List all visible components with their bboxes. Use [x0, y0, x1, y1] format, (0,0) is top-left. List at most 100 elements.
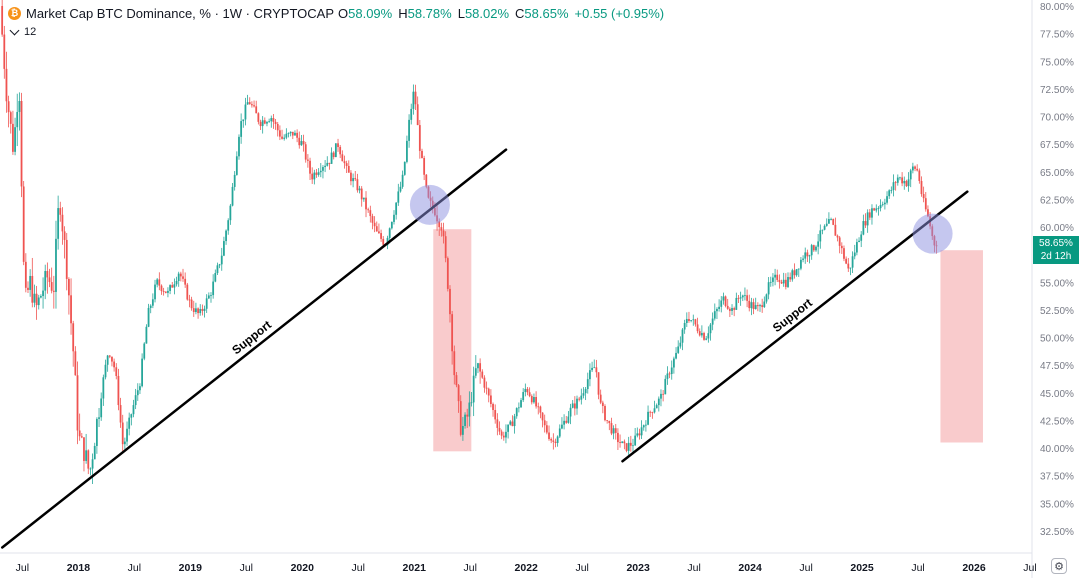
candle-body	[541, 412, 544, 421]
candle-body	[207, 295, 210, 299]
candle-body	[309, 160, 311, 174]
candle-body	[35, 293, 38, 306]
candle-body	[589, 370, 591, 380]
candle-body	[382, 238, 385, 245]
support-trendline[interactable]	[621, 190, 969, 463]
candle-body	[655, 405, 658, 409]
candle-body	[556, 436, 559, 443]
candle-body	[806, 252, 809, 257]
candle-body	[102, 377, 105, 399]
candle-body	[31, 275, 34, 303]
candle-body	[27, 287, 29, 290]
candle-body	[276, 123, 279, 131]
candle-body	[489, 395, 492, 404]
candle-body	[341, 154, 344, 162]
candle-body	[582, 393, 585, 396]
candle-body	[830, 219, 832, 220]
y-tick-label: 35.00%	[1040, 499, 1074, 510]
candle-body	[918, 170, 921, 181]
y-tick-label: 50.00%	[1040, 334, 1074, 345]
ohlc-open-value: 58.09%	[348, 5, 393, 21]
candle-body	[141, 358, 143, 387]
candle-body	[466, 414, 469, 417]
candle-body	[416, 104, 419, 126]
candle-body	[319, 170, 322, 173]
candle-body	[520, 400, 522, 408]
candle-body	[334, 143, 337, 158]
candle-body	[263, 120, 266, 124]
y-tick-label: 52.50%	[1040, 306, 1074, 317]
candle-body	[597, 372, 600, 395]
candle-body	[294, 132, 296, 136]
x-tick-label: 2021	[403, 562, 427, 574]
candle-body	[306, 159, 309, 161]
candle-body	[227, 220, 230, 231]
candle-body	[139, 386, 141, 391]
candle-body	[567, 416, 570, 423]
candle-body	[860, 234, 863, 241]
candle-body	[496, 419, 499, 428]
candle-body	[608, 420, 611, 424]
candle-body	[881, 204, 884, 206]
candle-body	[160, 285, 163, 292]
candle-body	[330, 152, 333, 164]
candle-body	[569, 407, 572, 417]
candle-body	[817, 241, 820, 247]
candle-body	[539, 406, 542, 413]
y-tick-label: 42.50%	[1040, 416, 1074, 427]
candle-body	[914, 166, 916, 169]
candle-body	[905, 180, 908, 187]
candle-body	[595, 367, 598, 373]
settings-icon[interactable]: ⚙	[1051, 558, 1067, 574]
candle-body	[257, 113, 260, 122]
candle-body	[212, 281, 215, 296]
candle-body	[74, 351, 77, 376]
candle-body	[354, 178, 357, 180]
candle-body	[317, 172, 320, 175]
candle-body	[901, 177, 904, 184]
candle-body	[414, 91, 417, 105]
candle-body	[345, 163, 348, 166]
candle-body	[896, 177, 899, 183]
candle-body	[203, 308, 206, 311]
x-tick-label: 2022	[515, 562, 539, 574]
symbol-title[interactable]: Market Cap BTC Dominance, % · 1W · CRYPT…	[26, 5, 334, 21]
candle-body	[782, 279, 785, 284]
x-tick-label: 2024	[738, 562, 762, 574]
candle-body	[858, 240, 860, 243]
candle-body	[85, 450, 88, 461]
candle-body	[789, 277, 792, 280]
candle-body	[610, 423, 613, 434]
candle-body	[67, 278, 70, 296]
candle-body	[892, 182, 895, 191]
candle-body	[438, 221, 441, 228]
candle-body	[731, 308, 733, 311]
current-price-value: 58.65%	[1039, 238, 1073, 249]
candle-body	[451, 314, 454, 352]
candle-body	[481, 371, 484, 378]
candle-body	[533, 397, 535, 403]
candle-body	[623, 441, 626, 444]
candle-body	[40, 296, 42, 298]
candle-body	[894, 182, 897, 184]
candle-body	[173, 284, 176, 288]
candle-body	[408, 119, 410, 141]
candle-body	[679, 342, 682, 347]
candle-body	[537, 406, 540, 408]
candle-body	[231, 186, 234, 206]
candle-body	[576, 398, 578, 409]
candle-body	[871, 208, 873, 218]
indicator-legend[interactable]: 12	[9, 25, 36, 38]
candle-body	[705, 338, 708, 340]
candle-body	[162, 291, 165, 292]
candle-body	[24, 261, 27, 288]
candle-body	[479, 363, 482, 372]
candle-body	[739, 297, 742, 299]
candle-body	[386, 237, 389, 246]
candle-body	[218, 264, 221, 266]
candle-body	[390, 221, 393, 229]
candle-body	[197, 308, 199, 314]
candle-body	[522, 392, 525, 401]
ohlc-open-label: O	[338, 5, 349, 21]
